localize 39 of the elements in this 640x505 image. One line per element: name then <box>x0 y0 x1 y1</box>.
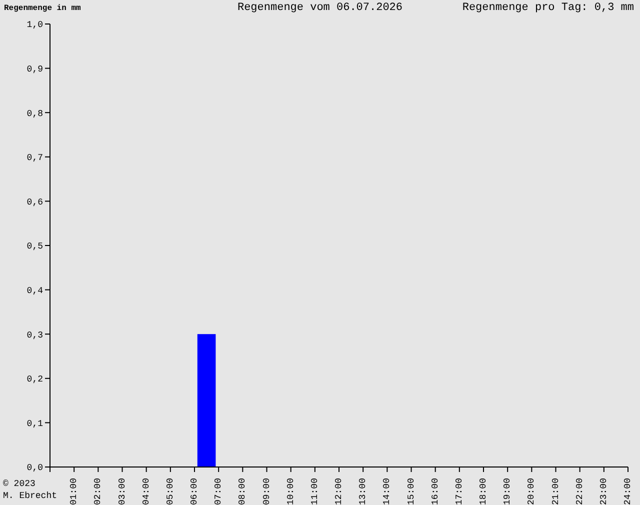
y-tick-label: 0,1 <box>26 418 43 429</box>
x-tick-label: 15:00 <box>406 478 416 505</box>
y-tick-label: 0,7 <box>26 153 43 164</box>
y-tick-label: 1,0 <box>26 20 43 30</box>
x-tick-label: 10:00 <box>286 478 296 505</box>
chart-subtitle: Regenmenge pro Tag: 0,3 mm <box>462 2 634 14</box>
x-tick-label: 12:00 <box>334 478 344 505</box>
y-tick-label: 0,2 <box>26 374 43 385</box>
y-tick-label: 0,3 <box>26 330 43 340</box>
x-tick-label: 16:00 <box>430 478 440 505</box>
x-tick-label: 11:00 <box>310 478 320 505</box>
y-tick-label: 0,8 <box>26 108 43 119</box>
y-tick-label: 0,0 <box>26 463 43 474</box>
x-tick-label: 06:00 <box>190 478 200 505</box>
y-tick-label: 0,9 <box>26 64 43 74</box>
x-tick-label: 17:00 <box>454 478 464 505</box>
x-tick-label: 20:00 <box>526 478 537 505</box>
x-tick-label: 03:00 <box>117 478 128 505</box>
text: © 2023 M. Ebrecht <box>3 478 58 502</box>
x-tick-label: 02:00 <box>93 478 104 505</box>
x-tick-label: 01:00 <box>69 478 80 505</box>
x-tick-label: 08:00 <box>238 478 248 505</box>
x-tick-label: 24:00 <box>623 478 633 505</box>
x-tick-label: 13:00 <box>358 478 368 505</box>
chart-title: Regenmenge vom 06.07.2026 <box>237 2 403 14</box>
y-axis-title: Regenmenge in mm <box>4 4 81 13</box>
x-tick-label: 19:00 <box>502 478 513 505</box>
y-tick-label: 0,5 <box>26 242 43 252</box>
x-tick-label: 22:00 <box>574 478 585 505</box>
x-tick-label: 14:00 <box>382 478 392 505</box>
x-tick-label: 23:00 <box>598 478 609 505</box>
x-tick-label: 09:00 <box>262 478 272 505</box>
x-tick-label: 21:00 <box>550 478 561 505</box>
y-tick-label: 0,6 <box>26 197 43 208</box>
x-tick-label: 07:00 <box>214 478 224 505</box>
x-tick-label: 04:00 <box>141 478 152 505</box>
x-tick-label: 05:00 <box>165 478 176 505</box>
y-tick-label: 0,4 <box>26 286 43 296</box>
x-tick-label: 18:00 <box>478 478 488 505</box>
